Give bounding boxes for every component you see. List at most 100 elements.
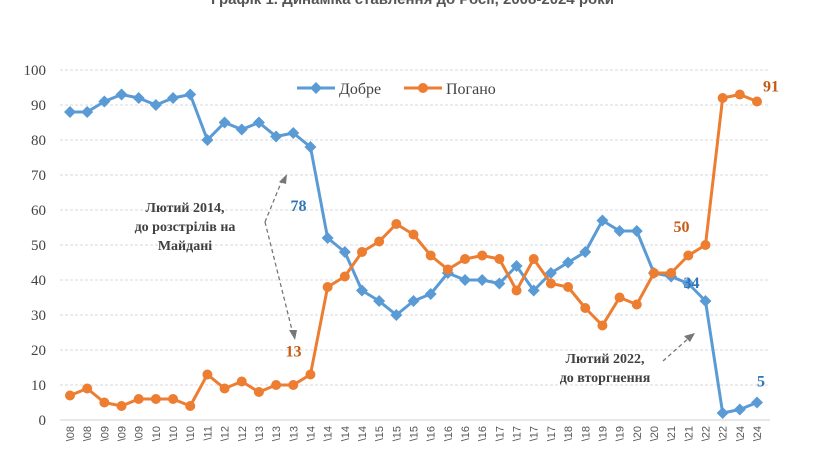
data-point-diamond	[716, 407, 729, 419]
data-point-diamond	[751, 396, 763, 409]
x-tick-label: \19	[615, 426, 627, 441]
data-point-diamond	[235, 123, 248, 136]
data-point-diamond	[476, 274, 489, 286]
x-tick-label: \10	[151, 426, 163, 441]
x-tick-label: \11	[202, 426, 214, 440]
legend-label: Добре	[339, 81, 381, 98]
data-point-circle	[666, 268, 677, 278]
data-point-circle	[65, 390, 75, 401]
data-point-diamond	[149, 99, 162, 111]
data-label: 34	[683, 275, 699, 292]
annotation-text: Лютий 2014,	[146, 201, 225, 216]
data-point-diamond	[115, 88, 128, 101]
y-tick-label: 0	[39, 413, 47, 429]
x-tick-label: \16	[460, 426, 472, 441]
x-tick-label: \14	[340, 426, 352, 441]
annotation-arrow	[264, 177, 284, 223]
x-tick-label: \14	[323, 426, 335, 441]
x-tick-label: \24	[735, 426, 747, 441]
data-point-diamond	[682, 277, 695, 290]
x-tick-label: \17	[512, 426, 524, 441]
data-point-diamond	[699, 295, 712, 307]
data-point-circle	[528, 254, 539, 264]
y-tick-label: 10	[31, 378, 46, 394]
data-point-diamond	[304, 141, 317, 153]
x-tick-label: \22	[700, 426, 712, 441]
y-tick-label: 70	[31, 168, 46, 184]
y-tick-label: 90	[31, 98, 46, 114]
x-tick-label: \10	[168, 426, 180, 441]
data-point-circle	[631, 299, 642, 310]
annotation-arrow	[264, 221, 294, 335]
data-point-diamond	[630, 225, 643, 237]
data-point-diamond	[579, 246, 592, 258]
x-tick-label: \13	[271, 426, 283, 441]
data-point-circle	[219, 383, 230, 394]
data-point-diamond	[321, 232, 334, 244]
x-tick-label: \20	[649, 426, 661, 441]
data-point-circle	[477, 250, 488, 261]
data-point-diamond	[167, 92, 180, 104]
x-tick-label: \17	[529, 426, 541, 441]
data-point-diamond	[527, 284, 540, 297]
data-label: 78	[290, 198, 306, 215]
x-tick-label: \15	[409, 426, 421, 441]
annotations: Лютий 2014, до розстрілів на Майдані Лютий …	[135, 174, 695, 386]
x-tick-label: \16	[426, 426, 438, 441]
data-point-circle	[683, 250, 694, 261]
data-point-circle	[734, 89, 745, 100]
y-tick-label: 80	[31, 133, 46, 149]
data-point-diamond	[252, 116, 265, 129]
data-point-diamond	[81, 106, 94, 118]
x-tick-label: \09	[117, 426, 129, 441]
data-point-circle	[253, 387, 264, 397]
data-point-circle	[752, 96, 762, 107]
y-tick-label: 100	[24, 63, 47, 79]
x-tick-label: \13	[288, 426, 300, 441]
data-point-diamond	[201, 134, 214, 146]
data-point-circle	[563, 282, 574, 292]
annotation-text: до розстрілів на	[135, 220, 236, 235]
gridlines	[60, 69, 770, 421]
x-tick-label: \18	[580, 426, 592, 441]
data-point-circle	[700, 240, 711, 250]
x-tick-label: \18	[563, 426, 575, 441]
data-point-circle	[236, 376, 247, 387]
data-point-circle	[150, 394, 161, 404]
x-tick-label: \21	[683, 426, 695, 441]
y-tick-label: 40	[31, 273, 46, 289]
legend-diamond-icon	[310, 82, 322, 94]
data-point-diamond	[270, 130, 283, 143]
data-point-circle	[511, 285, 522, 296]
data-point-diamond	[733, 403, 746, 416]
data-point-circle	[580, 303, 591, 313]
legend: Добре Погано	[297, 81, 496, 98]
arrow-head-icon	[684, 333, 695, 342]
x-tick-label: \08	[65, 426, 77, 441]
legend-item-Погано: Погано	[404, 81, 496, 98]
data-point-circle	[133, 394, 144, 404]
data-point-diamond	[184, 88, 197, 101]
chart-title: Графік 1. Динаміка ставлення до Росії, 2…	[0, 0, 825, 8]
x-tick-label: \12	[237, 426, 249, 441]
data-point-circle	[99, 397, 110, 408]
data-point-diamond	[355, 284, 368, 297]
x-tick-label: \10	[185, 426, 197, 441]
x-tick-label: \16	[477, 426, 489, 441]
legend-circle-icon	[418, 83, 428, 93]
data-point-diamond	[510, 260, 523, 272]
arrow-head-icon	[279, 174, 287, 184]
x-tick-label: \15	[391, 426, 403, 441]
data-point-diamond	[64, 106, 76, 118]
data-point-circle	[168, 394, 179, 404]
arrow-head-icon	[289, 330, 297, 340]
data-point-circle	[356, 247, 367, 257]
data-point-diamond	[373, 295, 386, 307]
data-label: 13	[285, 344, 301, 361]
series-Погано	[65, 89, 762, 411]
data-point-diamond	[493, 277, 506, 290]
annotation-text: до вторгнення	[560, 371, 651, 386]
x-tick-label: \24	[752, 426, 764, 441]
data-point-diamond	[596, 214, 609, 227]
data-point-circle	[305, 369, 316, 380]
